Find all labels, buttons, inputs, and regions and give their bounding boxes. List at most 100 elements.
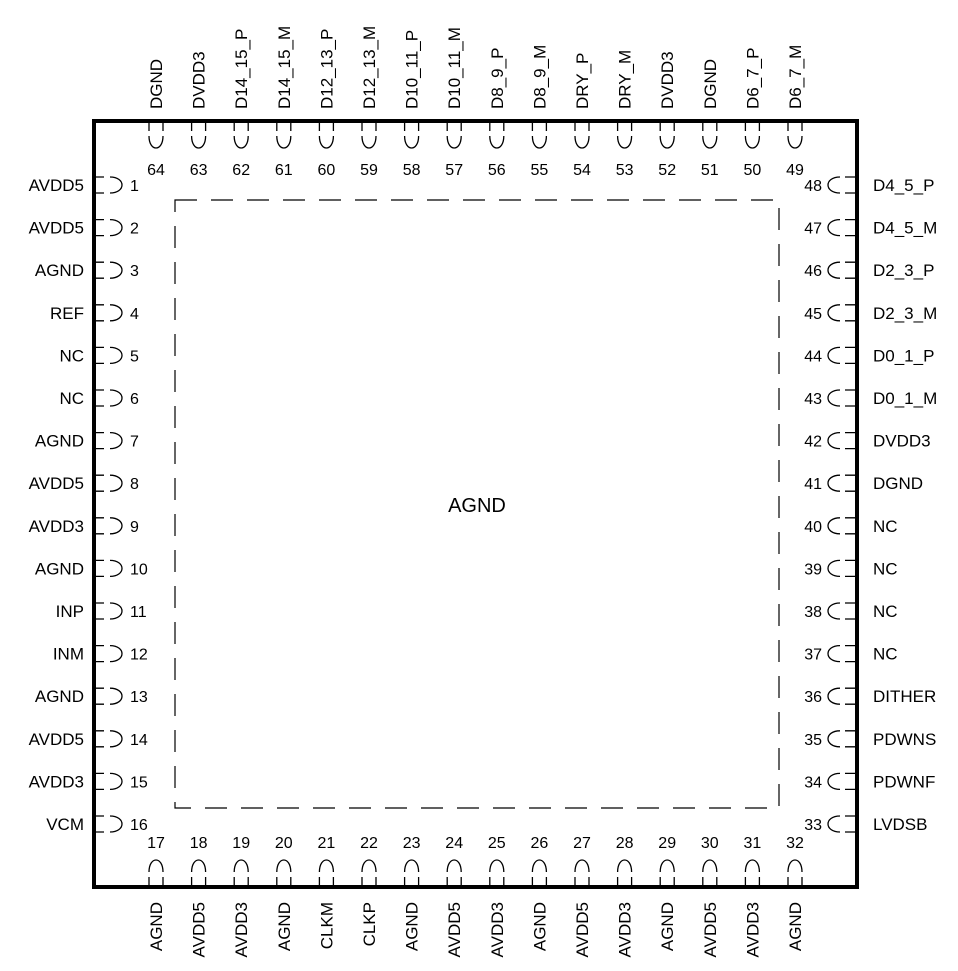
pin-number: 14 (130, 732, 148, 749)
pin-number: 5 (130, 348, 139, 365)
pin-pad (787, 123, 803, 149)
pin-name: AVDD5 (29, 474, 84, 493)
pin-number: 27 (573, 835, 591, 852)
pin-name: AGND (35, 432, 84, 451)
pin-pad (403, 123, 420, 149)
pin-name: AVDD5 (190, 902, 209, 957)
pin-name: INM (53, 645, 84, 664)
pin-number: 4 (130, 306, 139, 323)
pin-pad (616, 859, 633, 885)
pin-pad (702, 859, 718, 885)
pin-name: REF (50, 304, 84, 323)
pin-number: 35 (804, 732, 822, 749)
pin-pad (403, 859, 420, 885)
pin-pad (190, 123, 207, 149)
pin-number: 57 (445, 162, 463, 179)
pin-pad (827, 772, 855, 791)
pin-name: AGND (530, 902, 549, 951)
pin-name: DGND (147, 59, 166, 109)
pin-number: 17 (147, 835, 165, 852)
pin-number: 32 (786, 835, 804, 852)
pin-pad (190, 859, 207, 885)
pin-pad (827, 602, 855, 620)
pin-number: 9 (130, 519, 139, 536)
pin-name: D4_5_P (873, 176, 934, 195)
pin-name: D2_3_M (873, 304, 937, 323)
pin-number: 19 (232, 835, 250, 852)
pin-number: 48 (804, 178, 822, 195)
pin-number: 59 (360, 162, 378, 179)
pin-pad (96, 815, 123, 833)
pin-pad (96, 176, 123, 194)
pin-name: AVDD3 (29, 772, 84, 791)
pin-number: 39 (804, 561, 822, 578)
pin-number: 6 (130, 391, 139, 408)
pin-number: 30 (701, 835, 719, 852)
pin-name: D2_3_P (873, 261, 934, 280)
pin-pad (702, 123, 718, 149)
pin-name: D0_1_P (873, 346, 934, 365)
pin-number: 8 (130, 476, 139, 493)
pin-name: AVDD5 (29, 176, 84, 195)
pin-name: NC (59, 389, 84, 408)
pin-number: 3 (130, 263, 139, 280)
pin-number: 41 (804, 476, 822, 493)
pin-number: 38 (804, 604, 822, 621)
pins-layer: AVDD5 1 AVDD5 2 AGND 3 REF 4 NC 5 NC 6 AGND 7 AVDD5 8 AV… (29, 26, 938, 958)
pin-pad (276, 859, 292, 885)
pin-name: NC (873, 517, 898, 536)
pin-name: PDWNF (873, 772, 935, 791)
pin-name: AVDD3 (616, 902, 635, 957)
pin-number: 26 (531, 835, 549, 852)
pin-pad (96, 772, 123, 791)
pin-number: 11 (130, 604, 147, 621)
pin-pad (659, 123, 675, 149)
pin-number: 7 (130, 434, 139, 451)
pin-name: NC (59, 346, 84, 365)
pin-name: AVDD5 (445, 902, 464, 957)
exposed-thermal-pad (174, 199, 780, 809)
pin-pad (361, 123, 377, 149)
pin-name: AVDD5 (701, 902, 720, 957)
pin-name: AGND (35, 559, 84, 578)
pin-pad (96, 261, 123, 279)
pin-pad (616, 123, 633, 149)
pin-name: D8_9_P (488, 48, 507, 109)
pin-pad (827, 730, 855, 748)
pin-number: 31 (744, 835, 762, 852)
pin-name: DVDD3 (873, 432, 931, 451)
pin-number: 63 (190, 162, 208, 179)
pin-number: 22 (360, 835, 378, 852)
pin-pad (827, 304, 855, 322)
pin-pad (446, 123, 462, 149)
pin-number: 23 (403, 835, 421, 852)
pin-name: AVDD5 (29, 219, 84, 238)
pin-pad (489, 123, 505, 149)
pin-number: 18 (190, 835, 208, 852)
pin-number: 56 (488, 162, 506, 179)
pin-pad (148, 123, 164, 149)
pin-pad (659, 859, 675, 885)
thermal-pad-label: AGND (448, 495, 506, 517)
pin-number: 36 (804, 689, 822, 706)
pin-number: 10 (130, 561, 148, 578)
pin-name: AVDD3 (232, 902, 251, 957)
pin-pad (96, 218, 123, 237)
pin-number: 24 (445, 835, 463, 852)
pin-name: CLKM (317, 902, 336, 949)
pin-pad (276, 123, 292, 149)
pin-number: 54 (573, 162, 591, 179)
pin-pad (827, 559, 855, 578)
pin-pad (827, 687, 855, 705)
pin-number: 51 (701, 162, 719, 179)
pin-pad (489, 859, 505, 885)
pin-pad (531, 123, 548, 149)
pin-pad (96, 474, 123, 492)
pin-number: 25 (488, 835, 506, 852)
pin-pad (827, 815, 855, 833)
pin-name: D10_11_P (403, 30, 422, 109)
pin-name: LVDSB (873, 815, 928, 834)
pin-pad (787, 859, 803, 885)
pin-pad (96, 644, 123, 663)
